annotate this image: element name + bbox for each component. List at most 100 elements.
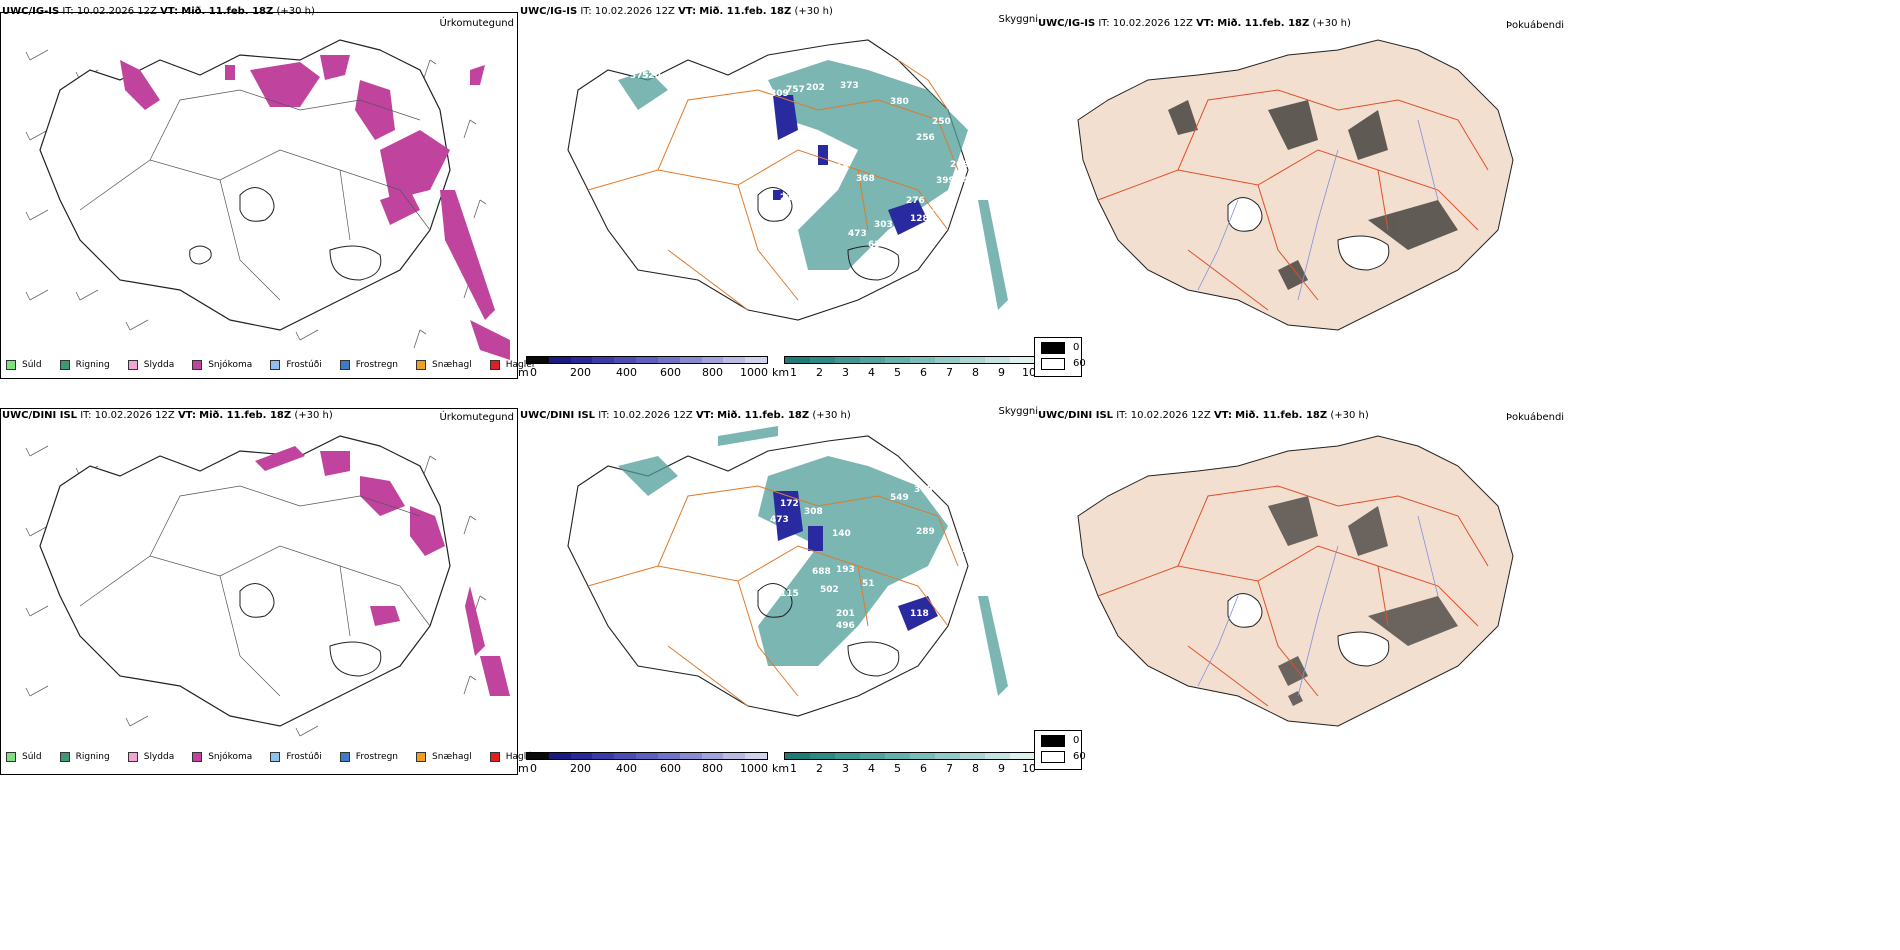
cloud-base-tick: 1000 xyxy=(740,762,768,775)
height-label: 496 xyxy=(836,621,855,631)
cloud-base-bar xyxy=(526,356,768,364)
roads xyxy=(1097,89,1489,311)
cloud-base-areas xyxy=(773,491,938,631)
cloud-base-colorbar: m 0 200 400 600 800 1000 xyxy=(518,752,770,775)
fog-panel-row1: UWC/IG-IS IT: 10.02.2026 12Z VT: Mið. 11… xyxy=(1034,0,1900,380)
legend-item: Súld xyxy=(6,752,42,762)
panel-header: UWC/DINI ISL IT: 10.02.2026 12Z VT: Mið.… xyxy=(1038,410,1369,421)
legend-swatch xyxy=(416,360,427,370)
fog-label: 0 xyxy=(1073,342,1080,353)
legend-item: Snæhagl xyxy=(416,360,472,370)
visibility-tick: 5 xyxy=(894,366,901,379)
height-label: 193 xyxy=(836,565,855,575)
it-value: 10.02.2026 12Z xyxy=(1112,18,1193,29)
glaciers xyxy=(1227,593,1390,667)
visibility-tick: 10 xyxy=(1022,366,1036,379)
legend-item: Frostregn xyxy=(339,360,398,370)
glaciers xyxy=(189,187,382,281)
fog-swatch xyxy=(1041,751,1065,763)
model-name: UWC/IG-IS xyxy=(520,6,578,17)
legend-swatch xyxy=(6,360,16,370)
height-label: 250 xyxy=(932,117,951,127)
visibility-bar xyxy=(784,356,1036,364)
vt-value: Mið. 11.feb. 18Z xyxy=(1217,18,1310,29)
cloud-base-tick: 1000 xyxy=(740,366,768,379)
lead-time: (+30 h) xyxy=(1312,18,1351,29)
cloud-base-tick: 400 xyxy=(616,366,637,379)
legend-swatch xyxy=(59,752,70,762)
it-label: IT: xyxy=(1098,18,1110,29)
legend-swatch xyxy=(489,752,500,762)
vt-label: VT: xyxy=(177,410,196,421)
rivers xyxy=(1197,515,1439,697)
visibility-tick: 5 xyxy=(894,762,901,775)
fog-title: Þokuábendi xyxy=(1506,20,1565,31)
legend-label: Snæhagl xyxy=(432,752,472,762)
vt-label: VT: xyxy=(695,410,714,421)
visibility-tick: 8 xyxy=(972,366,979,379)
fog-title: Þokuábendi xyxy=(1506,412,1565,423)
visibility-tick: 3 xyxy=(842,762,849,775)
model-name: UWC/DINI ISL xyxy=(520,410,596,421)
legend-item: Snjókoma xyxy=(192,360,252,370)
cloud-panel-row1: UWC/IG-IS IT: 10.02.2026 12Z VT: Mið. 11… xyxy=(518,0,1038,380)
fog-swatch xyxy=(1041,735,1065,747)
model-name: UWC/IG-IS xyxy=(1038,18,1096,29)
legend-item: Haglél xyxy=(489,360,535,370)
height-label: 309 xyxy=(770,89,789,99)
vt-label: VT: xyxy=(1213,410,1232,421)
cloud-base-tick: 200 xyxy=(570,366,591,379)
visibility-tick: 2 xyxy=(816,762,823,775)
it-value: 10.02.2026 12Z xyxy=(612,410,693,421)
legend-swatch xyxy=(6,752,16,762)
cloud-base-tick: 200 xyxy=(570,762,591,775)
vt-value: Mið. 11.feb. 18Z xyxy=(717,410,810,421)
cloud-title: Skyggni xyxy=(998,406,1038,417)
height-label: 276 xyxy=(906,196,925,206)
legend-item: Frostregn xyxy=(339,752,398,762)
visibility-tick: 4 xyxy=(868,366,875,379)
height-label: 202 xyxy=(806,83,825,93)
iceland-land xyxy=(1077,435,1514,727)
height-label: 208 xyxy=(950,160,969,170)
model-name: UWC/DINI ISL xyxy=(1038,410,1114,421)
legend-label: Rigning xyxy=(75,360,110,370)
snow-areas xyxy=(120,55,510,360)
model-name: UWC/DINI ISL xyxy=(2,410,78,421)
visibility-tick: 6 xyxy=(920,762,927,775)
vt-value: Mið. 11.feb. 18Z xyxy=(1235,410,1328,421)
rivers xyxy=(1197,119,1439,301)
height-label: 287 xyxy=(964,184,983,194)
lead-time: (+30 h) xyxy=(276,6,315,17)
visibility-colorbar: km 1 2 3 4 5 6 7 8 9 10 xyxy=(772,356,1040,379)
precip-legend: Súld Rigning Slydda Snjókoma Frostúði Fr… xyxy=(6,360,548,370)
visibility-areas xyxy=(618,426,1008,696)
cloud-base-areas xyxy=(773,95,928,235)
roads xyxy=(587,59,959,311)
legend-swatch xyxy=(416,752,427,762)
cloud-base-tick: 0 xyxy=(530,366,537,379)
height-label: 215 xyxy=(780,193,799,203)
lead-time: (+30 h) xyxy=(1330,410,1369,421)
precip-panel-row1: UWC/IG-IS IT: 10.02.2026 12Z VT: Mið. 11… xyxy=(0,0,534,380)
height-label: 473 xyxy=(770,515,789,525)
lead-time: (+30 h) xyxy=(812,410,851,421)
height-label: 502 xyxy=(820,585,839,595)
legend-swatch xyxy=(339,752,350,762)
cloud-base-unit: m xyxy=(518,762,529,775)
roads xyxy=(587,485,959,707)
legend-swatch xyxy=(270,752,281,762)
lead-time: (+30 h) xyxy=(294,410,333,421)
height-label: 399 xyxy=(936,176,955,186)
cloud-base-unit: m xyxy=(518,366,529,379)
visibility-tick: 1 xyxy=(790,366,797,379)
height-label: 549 xyxy=(890,493,909,503)
snow-areas xyxy=(255,446,510,696)
visibility-tick: 10 xyxy=(1022,762,1036,775)
cloud-base-labels: 172 473 308 549 375 289 168 140 193 688 … xyxy=(770,485,981,631)
legend-item: Súld xyxy=(6,360,42,370)
vt-label: VT: xyxy=(160,6,179,17)
legend-swatch xyxy=(192,752,203,762)
glaciers xyxy=(239,583,382,677)
legend-label: Haglél xyxy=(505,360,535,370)
